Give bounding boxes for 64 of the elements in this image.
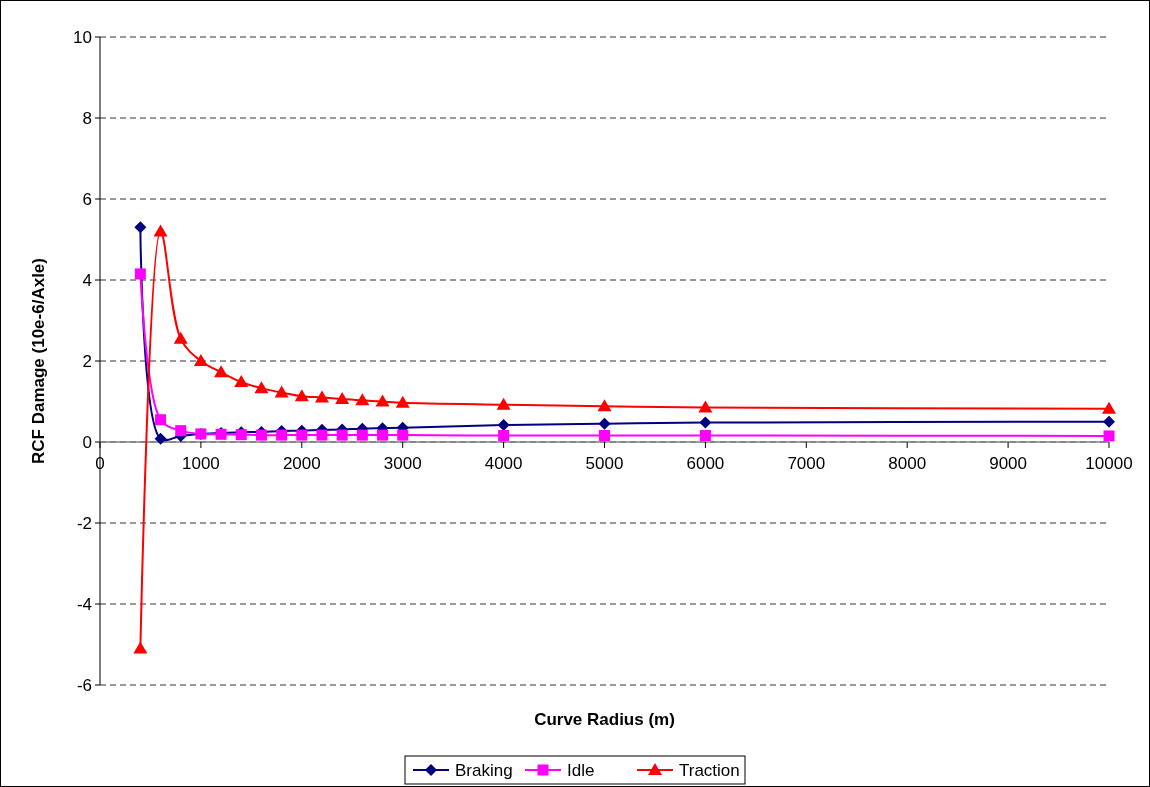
- point: [193, 354, 208, 366]
- x-tick-label: 8000: [888, 454, 927, 473]
- point: [296, 429, 308, 441]
- point: [153, 224, 168, 237]
- point: [154, 432, 167, 445]
- point: [274, 385, 289, 398]
- point: [397, 429, 409, 441]
- point: [255, 429, 267, 441]
- point: [134, 221, 147, 234]
- point: [314, 390, 329, 403]
- point: [699, 416, 712, 429]
- y-tick-label: -4: [76, 594, 92, 614]
- point: [597, 399, 612, 412]
- point: [599, 430, 610, 442]
- point: [496, 397, 511, 410]
- point: [173, 331, 188, 344]
- point: [395, 395, 410, 408]
- point: [1102, 401, 1116, 414]
- y-tick-label: 10: [73, 27, 92, 47]
- point: [134, 268, 146, 280]
- point: [698, 400, 713, 413]
- y-tick-label: 4: [82, 270, 92, 290]
- x-tick-label: 2000: [282, 454, 321, 473]
- x-tick-label: 9000: [989, 454, 1028, 473]
- point: [375, 394, 390, 407]
- point: [377, 429, 389, 441]
- point: [336, 429, 348, 441]
- x-tick-label: 4000: [484, 454, 523, 473]
- y-tick-label: -2: [76, 513, 92, 533]
- y-tick-label: 2: [82, 351, 92, 371]
- legend-label: Braking: [455, 760, 513, 780]
- y-tick-label: 6: [82, 189, 92, 209]
- x-tick-label: 10000: [1085, 454, 1133, 473]
- x-tick-label: 1000: [181, 454, 220, 473]
- point: [498, 430, 510, 442]
- point: [1103, 415, 1115, 428]
- point: [335, 392, 350, 405]
- x-tick-label: 6000: [686, 454, 725, 473]
- point: [175, 425, 187, 437]
- point: [316, 429, 328, 441]
- x-tick-label: 7000: [787, 454, 826, 473]
- point: [294, 389, 309, 402]
- legend-label: Traction: [679, 760, 740, 780]
- point: [234, 375, 249, 388]
- y-tick-label: 0: [82, 432, 92, 452]
- point: [355, 393, 370, 406]
- legend-label: Idle: [567, 760, 595, 780]
- point: [214, 365, 229, 378]
- x-axis-title: Curve Radius (m): [534, 710, 675, 729]
- point: [254, 381, 269, 394]
- point: [598, 417, 611, 430]
- x-tick-label: 0: [95, 454, 105, 473]
- x-tick-label: 5000: [585, 454, 624, 473]
- point: [699, 430, 711, 442]
- point: [497, 418, 510, 431]
- point: [1103, 430, 1115, 442]
- point: [276, 429, 288, 441]
- y-tick-label: 8: [82, 108, 92, 128]
- x-tick-label: 3000: [383, 454, 422, 473]
- point: [356, 429, 368, 441]
- y-axis-title: RCF Damage (10e-6/Axle): [29, 258, 48, 464]
- point: [155, 414, 167, 426]
- point: [133, 641, 148, 654]
- y-tick-label: -6: [76, 675, 92, 695]
